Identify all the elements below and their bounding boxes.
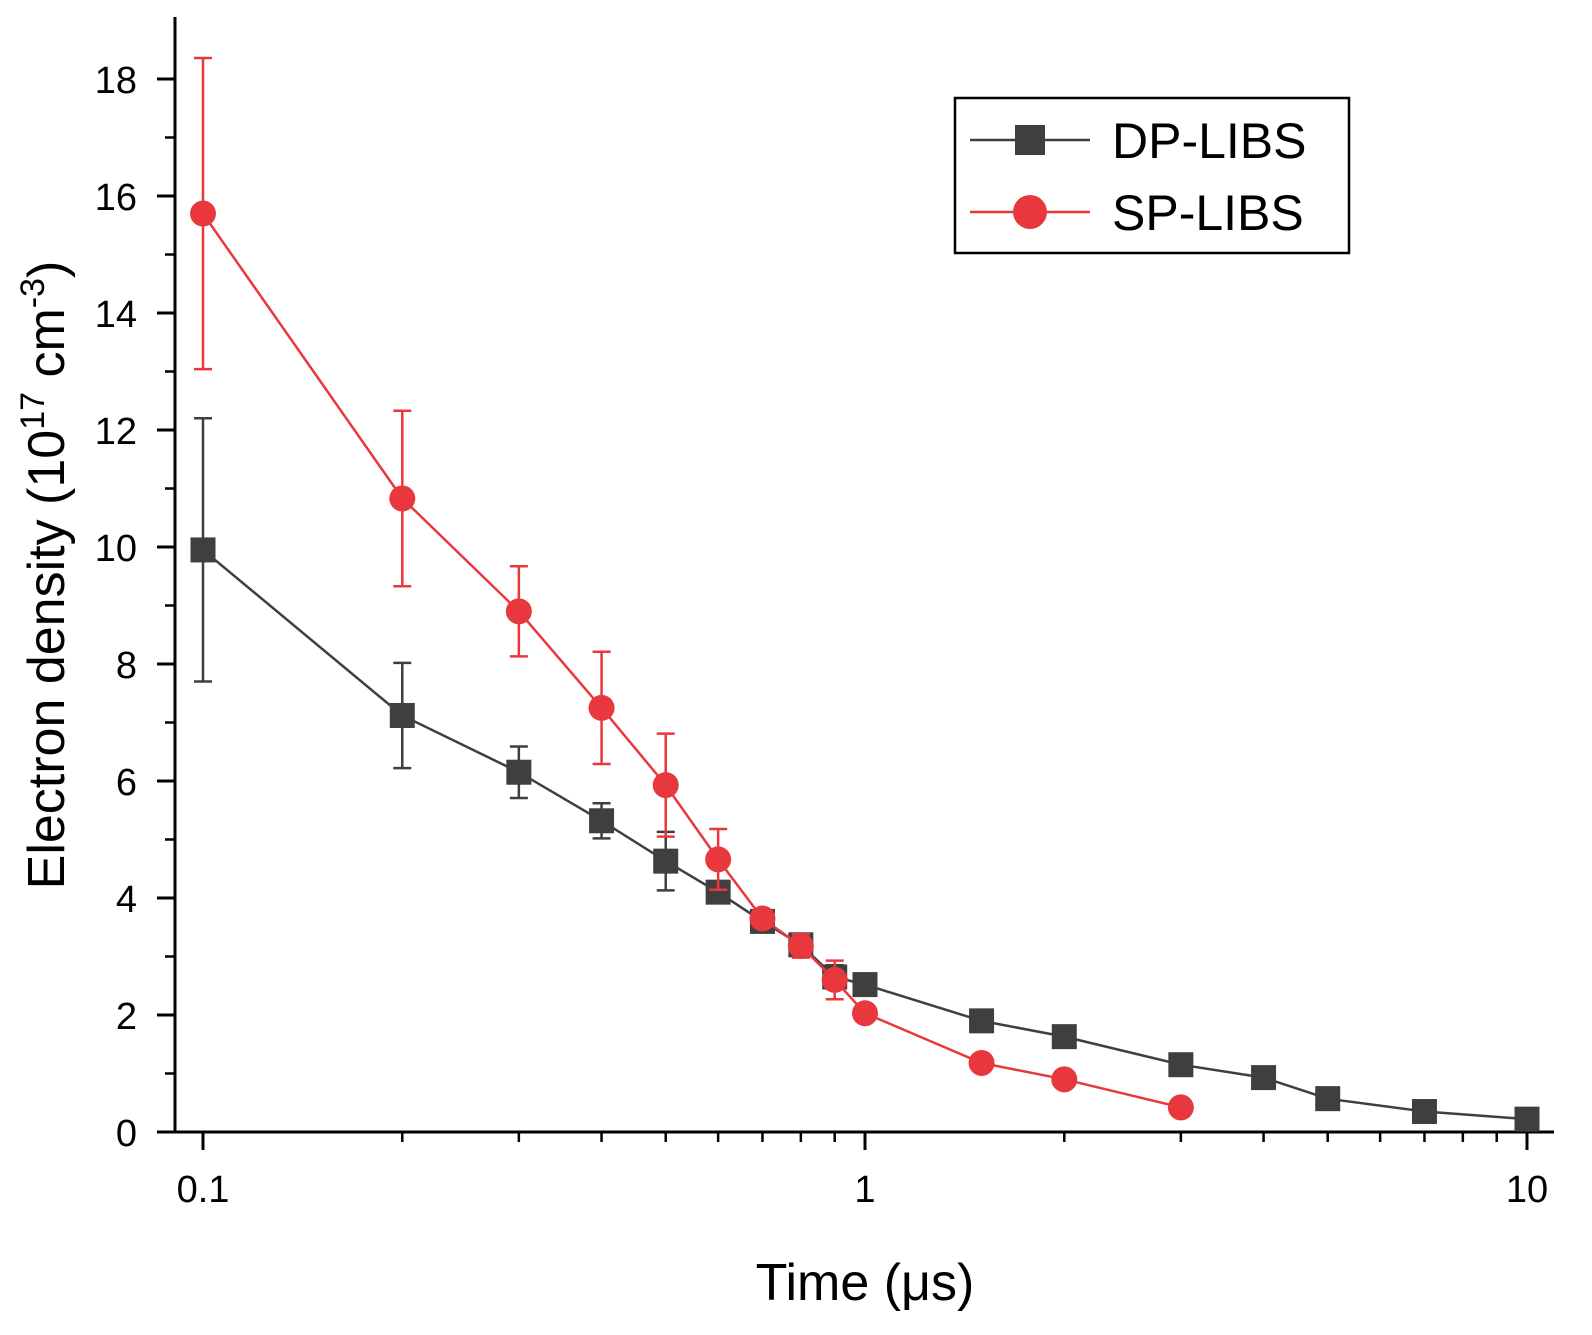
- legend: DP-LIBS SP-LIBS: [953, 96, 1351, 255]
- data-point-square: [1411, 1099, 1437, 1125]
- tick-labels: 0.1 1 10 0 2 4 6 8 10 12 14 16 18: [95, 60, 1548, 1211]
- data-point-square: [589, 808, 615, 834]
- legend-dp-label: DP-LIBS: [1112, 113, 1307, 169]
- data-point-circle: [705, 846, 732, 873]
- y-tick-label: 8: [116, 645, 137, 687]
- data-point-square: [1251, 1065, 1277, 1091]
- data-point-circle: [389, 485, 416, 512]
- series-sp-libs: [190, 56, 1194, 1121]
- y-tick-label: 18: [95, 60, 137, 102]
- data-point-square: [969, 1008, 995, 1034]
- y-tick-label: 0: [116, 1113, 137, 1155]
- series-line: [201, 212, 1182, 1109]
- data-point-square: [389, 702, 415, 728]
- y-axis-title-exp2: -3: [14, 278, 52, 308]
- data-point-square: [653, 848, 679, 874]
- data-point-square: [1168, 1052, 1194, 1078]
- data-point-circle: [852, 1000, 878, 1027]
- y-tick-label: 10: [95, 528, 137, 570]
- data-point-square: [1051, 1024, 1077, 1050]
- axis-ticks: [157, 77, 1529, 1150]
- data-point-circle: [652, 772, 679, 799]
- y-axis-title-end: ): [18, 261, 76, 278]
- y-tick-label: 12: [95, 411, 137, 453]
- x-tick-label: 0.1: [177, 1169, 230, 1211]
- data-point-circle: [787, 932, 814, 959]
- y-tick-label: 2: [116, 996, 137, 1038]
- data-point-square: [1514, 1106, 1540, 1132]
- series-layer: [190, 56, 1540, 1132]
- data-point-circle: [1167, 1094, 1194, 1121]
- y-tick-label: 16: [95, 177, 137, 219]
- legend-sp-label: SP-LIBS: [1112, 185, 1304, 241]
- y-axis-title-main: Electron density (10: [18, 430, 76, 890]
- data-point-circle: [749, 905, 776, 932]
- x-axis-title: Time (μs): [756, 1254, 975, 1312]
- series-line: [202, 548, 1528, 1121]
- data-point-square: [190, 537, 216, 563]
- data-point-circle: [968, 1049, 995, 1076]
- data-point-square: [852, 972, 878, 998]
- data-point-circle: [505, 598, 532, 625]
- legend-dp-marker: [1015, 125, 1045, 155]
- y-axis-title-mid: cm: [18, 308, 76, 392]
- data-point-circle: [588, 694, 615, 721]
- data-point-circle: [821, 966, 848, 993]
- y-axis-title: Electron density (1017 cm-3): [14, 261, 76, 890]
- x-tick-label: 1: [854, 1169, 875, 1211]
- data-point-circle: [190, 200, 216, 227]
- y-axis-title-exp1: 17: [14, 392, 52, 430]
- data-point-circle: [1051, 1066, 1078, 1093]
- y-tick-label: 4: [116, 879, 137, 921]
- data-point-square: [506, 759, 532, 785]
- x-tick-label: 10: [1506, 1169, 1548, 1211]
- legend-box: [953, 96, 1351, 255]
- y-tick-label: 14: [95, 294, 137, 336]
- data-point-square: [1315, 1086, 1341, 1112]
- y-tick-label: 6: [116, 762, 137, 804]
- legend-sp-marker: [1013, 195, 1047, 229]
